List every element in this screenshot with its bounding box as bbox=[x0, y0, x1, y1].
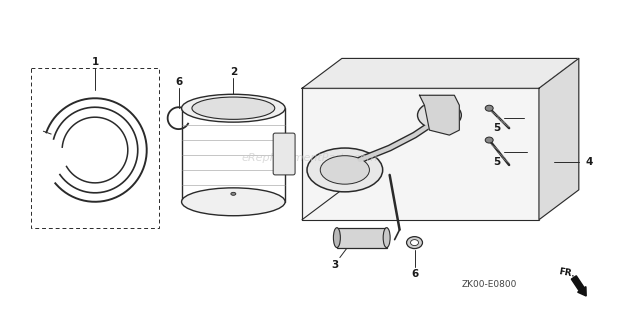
Ellipse shape bbox=[307, 148, 383, 192]
Text: ZK00-E0800: ZK00-E0800 bbox=[461, 280, 517, 289]
Text: 5: 5 bbox=[494, 123, 501, 133]
Ellipse shape bbox=[182, 188, 285, 216]
Text: eReplacementParts.com: eReplacementParts.com bbox=[242, 153, 378, 163]
Ellipse shape bbox=[192, 97, 275, 119]
Bar bbox=[31, 69, 159, 228]
Text: 1: 1 bbox=[91, 57, 99, 67]
Text: 3: 3 bbox=[331, 259, 339, 269]
Polygon shape bbox=[539, 58, 579, 220]
Text: 6: 6 bbox=[175, 77, 182, 87]
Ellipse shape bbox=[431, 110, 448, 121]
Bar bbox=[337, 228, 387, 248]
Ellipse shape bbox=[407, 237, 422, 249]
Ellipse shape bbox=[383, 228, 390, 248]
Bar bbox=[302, 88, 539, 220]
FancyBboxPatch shape bbox=[273, 133, 295, 175]
FancyArrow shape bbox=[571, 276, 586, 296]
Ellipse shape bbox=[417, 101, 461, 129]
Text: 4: 4 bbox=[585, 157, 593, 167]
Polygon shape bbox=[420, 95, 459, 135]
Text: 6: 6 bbox=[411, 269, 418, 279]
Ellipse shape bbox=[485, 105, 493, 111]
Ellipse shape bbox=[321, 156, 370, 184]
Ellipse shape bbox=[182, 94, 285, 122]
Ellipse shape bbox=[334, 228, 340, 248]
Ellipse shape bbox=[231, 192, 236, 195]
Polygon shape bbox=[302, 58, 579, 88]
Text: FR.: FR. bbox=[558, 267, 576, 278]
Text: 5: 5 bbox=[494, 157, 501, 167]
Text: 2: 2 bbox=[230, 67, 237, 78]
Ellipse shape bbox=[485, 137, 493, 143]
Ellipse shape bbox=[410, 240, 418, 246]
